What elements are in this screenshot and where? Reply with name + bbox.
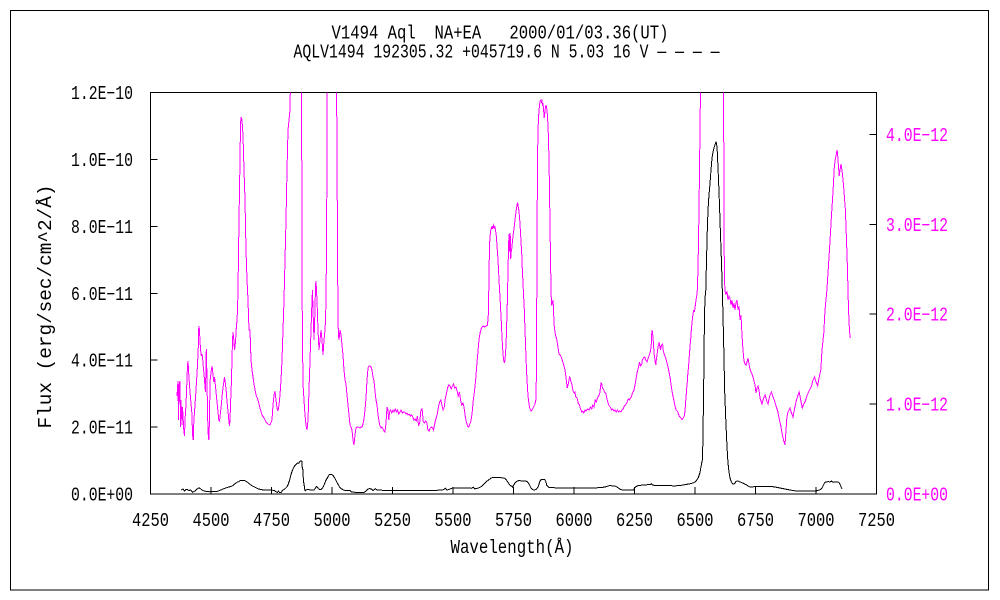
svg-text:6250: 6250	[616, 510, 653, 532]
svg-text:4750: 4750	[253, 510, 290, 532]
svg-text:0.0E+00: 0.0E+00	[71, 485, 133, 507]
svg-text:4500: 4500	[193, 510, 230, 532]
svg-text:6000: 6000	[556, 510, 593, 532]
svg-text:5000: 5000	[314, 510, 351, 532]
svg-text:8.0E−11: 8.0E−11	[71, 217, 133, 239]
svg-text:2.0E−11: 2.0E−11	[71, 418, 133, 440]
svg-text:5750: 5750	[495, 510, 532, 532]
svg-text:4250: 4250	[132, 510, 169, 532]
svg-text:Flux (erg/sec/cm^2/Å): Flux (erg/sec/cm^2/Å)	[35, 185, 57, 429]
svg-text:5250: 5250	[374, 510, 411, 532]
svg-text:7250: 7250	[858, 510, 895, 532]
svg-text:1.2E−10: 1.2E−10	[71, 83, 133, 105]
svg-text:1.0E−10: 1.0E−10	[71, 150, 133, 172]
svg-text:3.0E−12: 3.0E−12	[886, 215, 948, 237]
svg-text:6500: 6500	[677, 510, 714, 532]
svg-text:6750: 6750	[737, 510, 774, 532]
svg-text:Wavelength(Å): Wavelength(Å)	[451, 537, 574, 559]
svg-text:0.0E+00: 0.0E+00	[886, 485, 948, 507]
svg-text:AQLV1494 192305.32 +045719.6 N: AQLV1494 192305.32 +045719.6 N 5.03 16 V…	[294, 42, 720, 64]
svg-text:V1494 Aql NA+EA 2000/01/03.: V1494 Aql NA+EA 2000/01/03.36(UT)	[332, 23, 669, 45]
svg-text:4.0E−12: 4.0E−12	[886, 125, 948, 147]
svg-text:6.0E−11: 6.0E−11	[71, 284, 133, 306]
svg-text:1.0E−12: 1.0E−12	[886, 395, 948, 417]
svg-text:2.0E−12: 2.0E−12	[886, 305, 948, 327]
svg-text:7000: 7000	[798, 510, 835, 532]
svg-text:5500: 5500	[435, 510, 472, 532]
svg-text:4.0E−11: 4.0E−11	[71, 351, 133, 373]
